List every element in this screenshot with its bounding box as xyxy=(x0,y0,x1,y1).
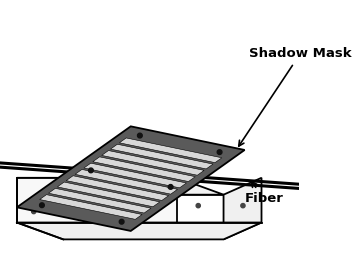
Polygon shape xyxy=(17,178,177,222)
Polygon shape xyxy=(110,144,213,169)
Polygon shape xyxy=(40,195,142,219)
Circle shape xyxy=(87,203,91,208)
Circle shape xyxy=(32,209,36,214)
Polygon shape xyxy=(17,126,245,231)
Polygon shape xyxy=(224,178,262,239)
Circle shape xyxy=(196,203,200,208)
Circle shape xyxy=(137,133,142,138)
Polygon shape xyxy=(63,195,224,239)
Text: Shadow Mask: Shadow Mask xyxy=(239,47,351,146)
Polygon shape xyxy=(75,170,178,194)
Circle shape xyxy=(32,197,36,201)
Circle shape xyxy=(217,150,222,155)
Polygon shape xyxy=(58,182,160,207)
Polygon shape xyxy=(119,138,222,163)
Circle shape xyxy=(168,185,173,189)
Polygon shape xyxy=(93,157,195,182)
Polygon shape xyxy=(17,178,224,195)
Circle shape xyxy=(88,168,93,173)
Polygon shape xyxy=(84,163,186,188)
Text: Fiber: Fiber xyxy=(245,182,284,205)
Polygon shape xyxy=(102,151,204,175)
Polygon shape xyxy=(17,222,262,239)
Polygon shape xyxy=(49,188,151,213)
Polygon shape xyxy=(66,176,169,200)
Circle shape xyxy=(241,203,245,208)
Circle shape xyxy=(119,219,124,224)
Circle shape xyxy=(39,203,44,208)
